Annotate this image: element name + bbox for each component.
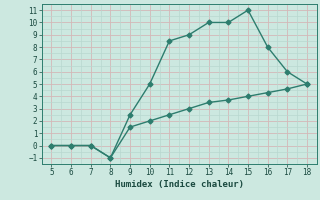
X-axis label: Humidex (Indice chaleur): Humidex (Indice chaleur) [115, 180, 244, 189]
